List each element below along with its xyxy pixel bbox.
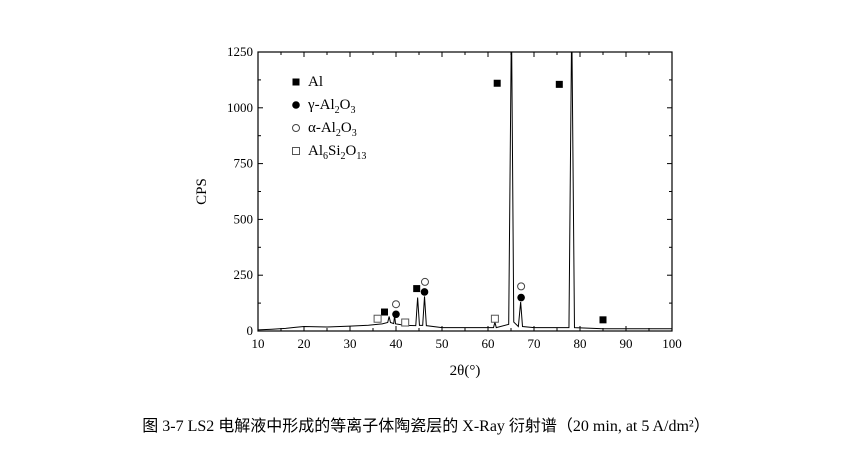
x-axis-label: 2θ(°) [450,363,481,379]
legend-label: α-Al2O3 [308,120,357,139]
y-tick-label: 500 [234,211,254,226]
phase-marker-filled-square [381,308,388,316]
phase-marker-open-circle [420,277,429,286]
phase-marker-open-circle [392,300,400,309]
y-tick-label: 1250 [227,44,253,59]
y-tick-label: 750 [234,156,254,171]
x-tick-label: 20 [298,336,311,351]
x-tick-label: 50 [436,336,449,351]
figure-caption: 图 3-7 LS2 电解液中形成的等离子体陶瓷层的 X-Ray 衍射谱（20 m… [142,418,710,435]
plot-frame [257,51,673,332]
phase-marker-open-square [490,314,499,323]
xrd-pattern-line [258,52,672,331]
phase-marker-filled-square [555,80,563,88]
phase-marker-filled-square [599,316,607,324]
phase-marker-filled-circle [517,293,525,302]
x-tick-label: 30 [344,336,357,351]
phase-marker-open-circle [517,282,526,291]
legend-label: γ-Al2O3 [307,97,355,116]
y-axis-label: CPS [194,178,210,205]
legend-label: Al6Si2O13 [308,143,366,162]
phase-marker-filled-square [493,79,501,87]
phase-marker-filled-square [413,285,421,293]
legend-marker-open-square [292,147,300,155]
legend-label: Al [308,74,323,90]
x-tick-label: 80 [574,336,587,351]
y-tick-label: 250 [234,267,254,282]
legend-marker-filled-square [292,78,300,86]
y-tick-label: 0 [247,323,254,338]
phase-marker-open-square [373,314,382,323]
x-tick-label: 90 [620,336,633,351]
x-tick-label: 60 [482,336,495,351]
x-tick-label: 10 [252,336,265,351]
phase-marker-filled-circle [392,310,400,319]
legend-marker-filled-circle [292,101,300,109]
x-tick-label: 40 [390,336,403,351]
legend-marker-open-circle [292,124,300,132]
xrd-chart: 10 20 30 40 50 60 70 80 90 1000250500750100012502… [194,44,682,379]
phase-marker-filled-circle [420,288,429,296]
x-tick-label: 100 [662,336,682,351]
phase-marker-open-square [401,318,410,327]
y-tick-label: 1000 [227,100,253,115]
x-tick-label: 70 [528,336,541,351]
